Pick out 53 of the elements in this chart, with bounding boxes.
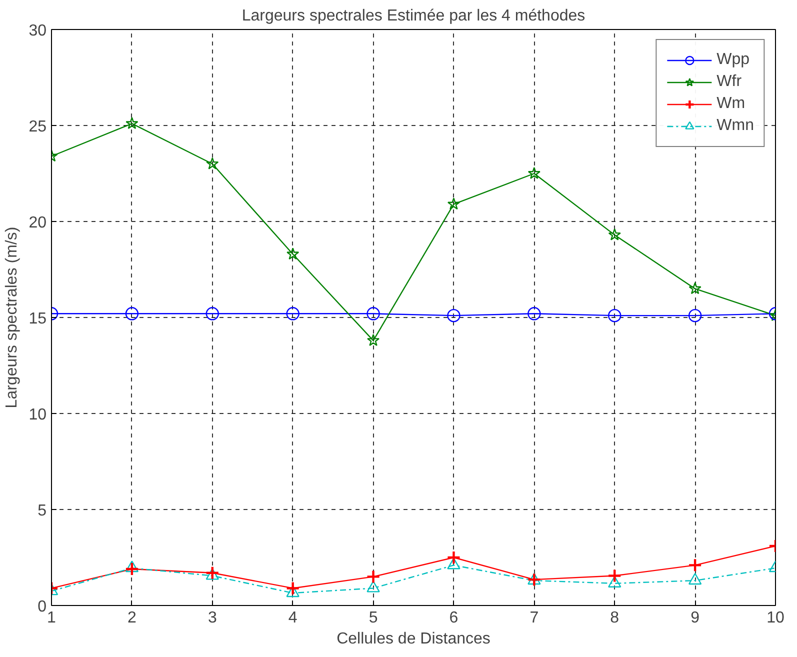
x-tick-label: 1 <box>47 610 56 626</box>
x-tick-label: 10 <box>766 610 784 626</box>
point <box>124 562 140 576</box>
chart-title: Largeurs spectrales Estimée par les 4 méthodes <box>242 8 586 24</box>
y-tick-label: 0 <box>38 598 47 616</box>
point <box>688 308 702 322</box>
point <box>528 166 540 179</box>
point <box>286 248 300 260</box>
y-axis-title: Largeurs spectrales (m/s) <box>4 226 21 408</box>
y-tick-label: 25 <box>28 118 47 136</box>
y-tick-label: 30 <box>28 22 47 40</box>
x-tick-label: 3 <box>208 610 217 626</box>
x-tick-label: 5 <box>368 610 378 626</box>
legend-label: Wpp <box>716 51 750 69</box>
x-tick-label: 4 <box>288 610 298 626</box>
point <box>608 576 622 588</box>
point <box>206 568 219 580</box>
point <box>688 282 702 294</box>
x-tick-label: 7 <box>530 610 539 626</box>
point <box>206 307 219 320</box>
point <box>447 198 460 210</box>
point <box>125 560 139 572</box>
point <box>528 307 541 320</box>
y-tick-label: 20 <box>28 214 47 232</box>
legend-label: Wm <box>716 95 746 113</box>
x-tick-label: 6 <box>449 610 458 626</box>
point <box>608 228 621 240</box>
y-tick-label: 5 <box>38 502 47 520</box>
point <box>205 566 220 580</box>
point <box>688 558 702 572</box>
x-tick-label: 8 <box>610 610 620 626</box>
x-tick-label: 9 <box>690 610 700 626</box>
point <box>366 334 380 346</box>
point <box>206 157 219 170</box>
point <box>286 581 300 596</box>
point <box>366 570 380 584</box>
x-axis-title: Cellules de Distances <box>336 630 490 648</box>
y-tick-label: 10 <box>28 406 47 424</box>
point <box>446 550 461 565</box>
point <box>366 580 380 592</box>
point <box>608 308 622 322</box>
x-tick-label: 2 <box>127 610 136 626</box>
point <box>125 307 139 320</box>
legend-label: Wfr <box>716 73 742 91</box>
y-tick-label: 15 <box>28 310 47 328</box>
point <box>688 573 702 585</box>
point <box>286 307 300 320</box>
point <box>447 308 460 322</box>
point <box>366 307 380 320</box>
point <box>608 568 622 583</box>
legend-label: Wmn <box>716 117 754 135</box>
point <box>126 116 138 130</box>
point <box>447 558 460 570</box>
